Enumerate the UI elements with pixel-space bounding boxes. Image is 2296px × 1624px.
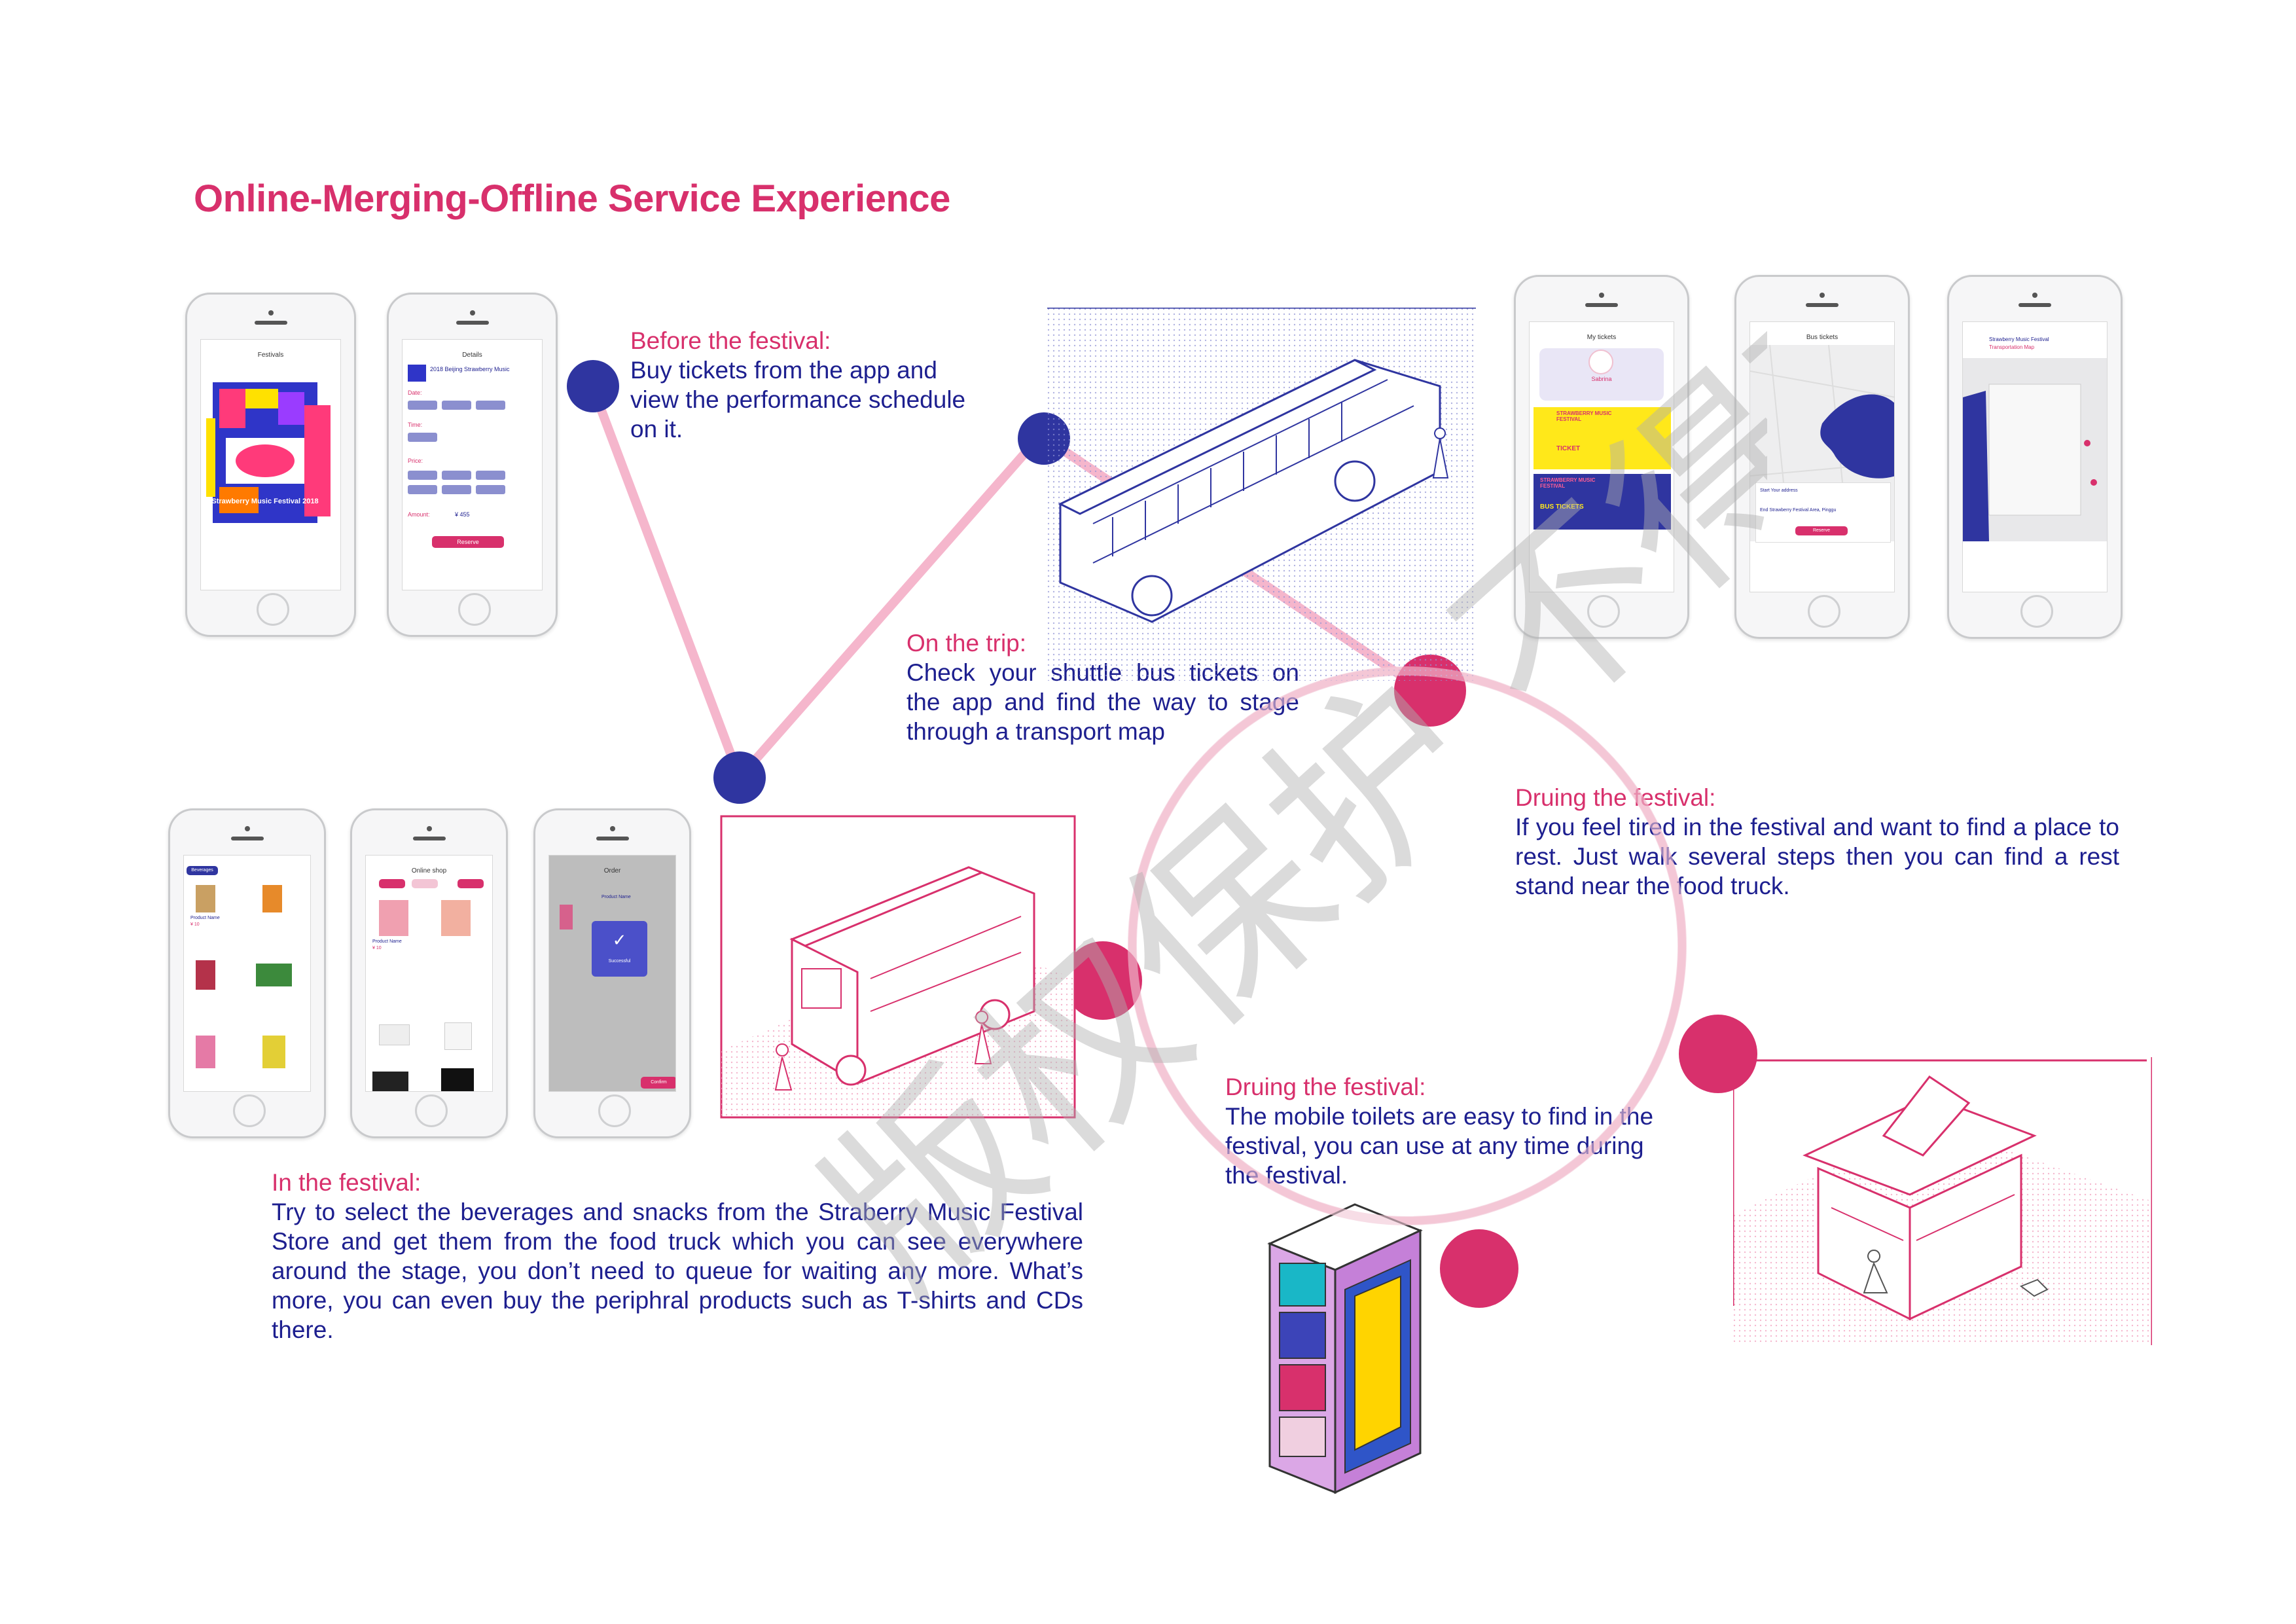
phone-beverages: Beverages Product Name ¥ 10 xyxy=(168,808,326,1138)
bus-ticket-label: BUS TICKETS xyxy=(1540,503,1584,511)
success-dialog: ✓ Successful xyxy=(592,921,647,977)
mobile-toilet-illustration xyxy=(1267,1203,1423,1494)
product-image[interactable] xyxy=(372,1072,408,1091)
phone-my-tickets: My tickets Sabrina STRAWBERRY MUSIC FEST… xyxy=(1514,275,1689,639)
caption-before-heading: Before the festival: xyxy=(630,327,831,354)
phone-online-shop-title: Online shop xyxy=(411,867,447,875)
bus-illustration xyxy=(1047,308,1476,681)
order-product-name: Product Name xyxy=(601,895,631,899)
product-image[interactable] xyxy=(441,1068,474,1091)
phone-festivals: Festivals Strawberry Music Festival 2018 xyxy=(185,293,356,637)
amount-label: Amount: xyxy=(408,511,430,518)
product-price: ¥ 10 xyxy=(372,946,382,950)
price-option-4[interactable] xyxy=(408,485,437,494)
phone-details: Details 2018 Beijing Strawberry Music Da… xyxy=(387,293,558,637)
time-label: Time: xyxy=(408,422,423,428)
product-name: Product Name xyxy=(190,916,220,920)
page-title: Online-Merging-Offline Service Experienc… xyxy=(194,177,950,220)
caption-during-toilet: Druing the festival: The mobile toilets … xyxy=(1225,1072,1670,1190)
caption-in-festival-heading: In the festival: xyxy=(272,1169,422,1196)
dot-before xyxy=(567,360,619,412)
price-option-2[interactable] xyxy=(442,471,471,480)
user-name: Sabrina xyxy=(1591,376,1612,382)
caption-trip-heading: On the trip: xyxy=(906,630,1027,657)
event-name: 2018 Beijing Strawberry Music xyxy=(430,366,510,372)
product-image[interactable] xyxy=(256,964,292,986)
phone-bus-tickets: Bus tickets Start Your address End Straw… xyxy=(1734,275,1910,639)
dot-toilet xyxy=(1440,1229,1518,1308)
product-image[interactable] xyxy=(441,900,471,936)
ticket-label: TICKET xyxy=(1556,445,1581,452)
route-form: Start Your address End Strawberry Festiv… xyxy=(1755,482,1891,543)
price-option-5[interactable] xyxy=(442,485,471,494)
date-option-2[interactable] xyxy=(442,401,471,410)
ticket-title: STRAWBERRY MUSIC FESTIVAL xyxy=(1556,410,1612,422)
caption-during-rest: Druing the festival: If you feel tired i… xyxy=(1515,783,2119,901)
reserve-button[interactable]: Reserve xyxy=(432,536,504,548)
date-option-3[interactable] xyxy=(476,401,505,410)
caption-in-festival-body: Try to select the beverages and snacks f… xyxy=(272,1199,1083,1343)
product-image[interactable] xyxy=(379,1024,410,1045)
venue-map[interactable] xyxy=(1963,358,2108,541)
bus-ticket-title: STRAWBERRY MUSIC FESTIVAL xyxy=(1540,477,1596,489)
shop-tab-3[interactable] xyxy=(457,879,484,888)
date-option-1[interactable] xyxy=(408,401,437,410)
price-option-6[interactable] xyxy=(476,485,505,494)
dot-center xyxy=(713,751,766,804)
beverages-tab[interactable]: Beverages xyxy=(187,866,218,875)
product-image xyxy=(560,905,573,929)
amount-value: ¥ 455 xyxy=(455,511,470,518)
rest-stand-illustration xyxy=(1733,1057,2152,1345)
success-text: Successful xyxy=(608,959,631,964)
phone-details-title: Details xyxy=(462,352,482,359)
end-field[interactable]: End Strawberry Festival Area, Pinggu xyxy=(1760,508,1837,513)
confirm-button[interactable]: Confirm xyxy=(641,1077,675,1089)
price-option-1[interactable] xyxy=(408,471,437,480)
caption-during-toilet-body: The mobile toilets are easy to find in t… xyxy=(1225,1103,1654,1189)
phone-my-tickets-title: My tickets xyxy=(1587,334,1617,341)
time-option[interactable] xyxy=(408,433,437,442)
product-image[interactable] xyxy=(196,960,215,990)
product-image[interactable] xyxy=(262,885,282,912)
event-thumbnail xyxy=(408,365,426,382)
festival-poster[interactable]: Strawberry Music Festival 2018 xyxy=(206,379,336,530)
caption-during-toilet-heading: Druing the festival: xyxy=(1225,1074,1426,1100)
date-label: Date: xyxy=(408,389,422,396)
price-label: Price: xyxy=(408,458,423,464)
avatar xyxy=(1588,350,1613,374)
phone-online-shop: Online shop Product Name ¥ 10 xyxy=(350,808,508,1138)
transport-map-subtitle: Transportation Map xyxy=(1989,344,2035,350)
festival-ticket[interactable]: STRAWBERRY MUSIC FESTIVAL TICKET xyxy=(1534,407,1671,469)
product-price: ¥ 10 xyxy=(190,922,200,927)
phone-festivals-title: Festivals xyxy=(257,352,284,359)
food-truck-illustration xyxy=(720,815,1076,1119)
phone-transport-map: Strawberry Music Festival Transportation… xyxy=(1947,275,2123,639)
product-image[interactable] xyxy=(262,1036,285,1068)
caption-in-festival: In the festival: Try to select the bever… xyxy=(272,1168,1083,1344)
shop-tab-1[interactable] xyxy=(379,879,405,888)
check-icon: ✓ xyxy=(612,930,627,950)
start-field[interactable]: Start Your address xyxy=(1760,488,1798,493)
product-image[interactable] xyxy=(196,1036,215,1068)
product-image[interactable] xyxy=(379,900,408,936)
caption-during-rest-body: If you feel tired in the festival and wa… xyxy=(1515,814,2119,899)
poster-text: Strawberry Music Festival 2018 xyxy=(211,497,318,505)
caption-before: Before the festival: Buy tickets from th… xyxy=(630,326,971,444)
product-image[interactable] xyxy=(196,885,215,912)
caption-before-body: Buy tickets from the app and view the pe… xyxy=(630,357,966,442)
bus-reserve-button[interactable]: Reserve xyxy=(1795,526,1848,535)
phone-order-title: Order xyxy=(603,867,621,875)
caption-during-rest-heading: Druing the festival: xyxy=(1515,784,1716,811)
bus-ticket[interactable]: STRAWBERRY MUSIC FESTIVAL BUS TICKETS xyxy=(1534,474,1671,530)
transport-map-title: Strawberry Music Festival xyxy=(1989,336,2049,342)
shop-tab-2[interactable] xyxy=(412,879,438,888)
phone-order: Order Product Name ✓ Successful Confirm xyxy=(533,808,691,1138)
product-image[interactable] xyxy=(444,1022,472,1050)
product-name: Product Name xyxy=(372,939,402,944)
price-option-3[interactable] xyxy=(476,471,505,480)
phone-bus-tickets-title: Bus tickets xyxy=(1806,334,1839,341)
dot-rest-stand xyxy=(1679,1015,1757,1093)
